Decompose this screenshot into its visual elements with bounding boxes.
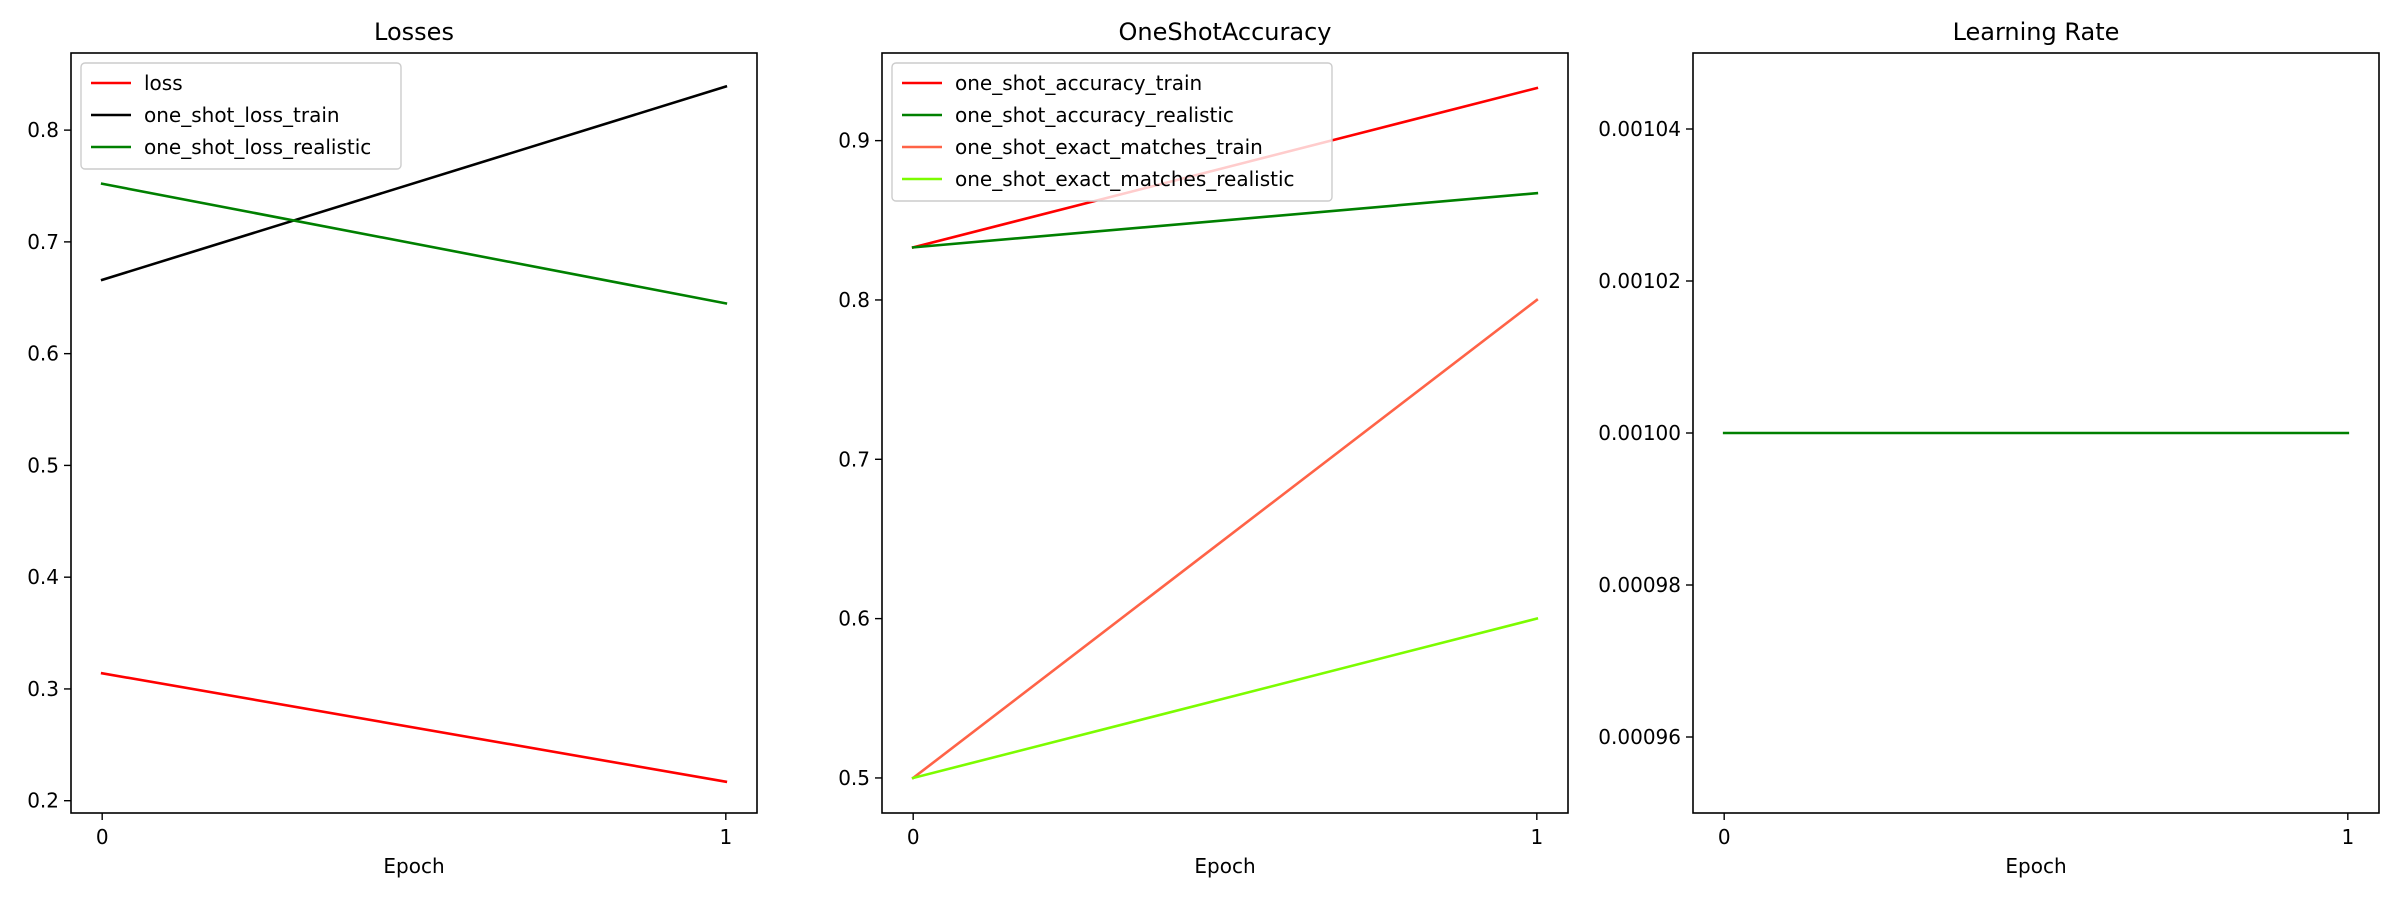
y-tick-label: 0.5: [838, 766, 870, 790]
legend-label: one_shot_exact_matches_train: [955, 135, 1263, 159]
plot-frame: [70, 52, 758, 814]
plot-frame: [881, 52, 1569, 814]
chart-panel-1: Losses 0 1 0.2 0.3 0.4 0.5 0.6 0.7 0.8 Epoch loss on…: [27, 18, 758, 878]
y-tick-label: 0.6: [27, 342, 59, 366]
y-tick-label: 0.00104: [1598, 117, 1681, 141]
legend-label: one_shot_accuracy_realistic: [955, 103, 1234, 127]
legend: one_shot_accuracy_train one_shot_accuracy…: [891, 62, 1333, 202]
x-axis-label: Epoch: [2005, 854, 2066, 878]
y-tick-label: 0.7: [27, 230, 59, 254]
legend-label: loss: [144, 71, 183, 95]
y-tick-label: 0.5: [27, 453, 59, 477]
y-tick-label: 0.4: [27, 565, 59, 589]
legend: loss one_shot_loss_train one_shot_loss_rea…: [80, 62, 402, 170]
y-tick-label: 0.7: [838, 447, 870, 471]
chart-title: OneShotAccuracy: [1119, 18, 1332, 46]
legend-box: [80, 62, 402, 170]
series-line-one_shot_exact_matches_realistic: [911, 617, 1539, 780]
x-tick-label: 0: [96, 825, 109, 849]
series-line-loss: [100, 671, 728, 784]
legend-label: one_shot_loss_realistic: [144, 135, 371, 159]
x-tick-label: 0: [1718, 825, 1731, 849]
chart-panel-2: OneShotAccuracy 0 1 0.5 0.6 0.7 0.8 0.9 Epoch one…: [838, 18, 1569, 878]
chart-title: Learning Rate: [1953, 18, 2120, 46]
x-tick-label: 1: [719, 825, 732, 849]
legend-label: one_shot_accuracy_train: [955, 71, 1202, 95]
y-tick-label: 0.2: [27, 789, 59, 813]
y-tick-label: 0.00096: [1598, 725, 1681, 749]
legend-label: one_shot_loss_train: [144, 103, 340, 127]
chart-panel-3: Learning Rate 0 1 0.00096 0.00098 0.00100 0.00…: [1598, 18, 2380, 878]
y-tick-label: 0.6: [838, 607, 870, 631]
x-tick-label: 1: [2341, 825, 2354, 849]
series-line-one_shot_loss_train: [100, 84, 728, 282]
legend-label: one_shot_exact_matches_realistic: [955, 167, 1295, 191]
x-axis-label: Epoch: [383, 854, 444, 878]
y-tick-label: 0.8: [27, 118, 59, 142]
series-line-one_shot_loss_realistic: [100, 182, 728, 305]
y-tick-label: 0.3: [27, 677, 59, 701]
y-tick-label: 0.00098: [1598, 573, 1681, 597]
y-tick-label: 0.8: [838, 288, 870, 312]
x-axis-label: Epoch: [1194, 854, 1255, 878]
y-tick-label: 0.00100: [1598, 421, 1681, 445]
chart-title: Losses: [374, 18, 454, 46]
x-tick-label: 0: [907, 825, 920, 849]
series-line-one_shot_exact_matches_train: [911, 298, 1539, 780]
series-line-one_shot_accuracy_realistic: [911, 191, 1539, 249]
x-tick-label: 1: [1530, 825, 1543, 849]
legend-box: [891, 62, 1333, 202]
y-tick-label: 0.00102: [1598, 269, 1681, 293]
y-tick-label: 0.9: [838, 129, 870, 153]
